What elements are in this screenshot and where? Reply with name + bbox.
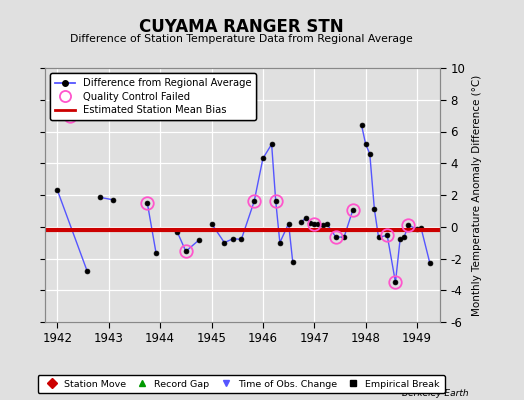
Text: Difference of Station Temperature Data from Regional Average: Difference of Station Temperature Data f… [70,34,412,44]
Text: Berkeley Earth: Berkeley Earth [402,389,469,398]
Text: CUYAMA RANGER STN: CUYAMA RANGER STN [139,18,343,36]
Legend: Difference from Regional Average, Quality Control Failed, Estimated Station Mean: Difference from Regional Average, Qualit… [50,73,256,120]
Legend: Station Move, Record Gap, Time of Obs. Change, Empirical Break: Station Move, Record Gap, Time of Obs. C… [38,375,444,393]
Y-axis label: Monthly Temperature Anomaly Difference (°C): Monthly Temperature Anomaly Difference (… [473,74,483,316]
